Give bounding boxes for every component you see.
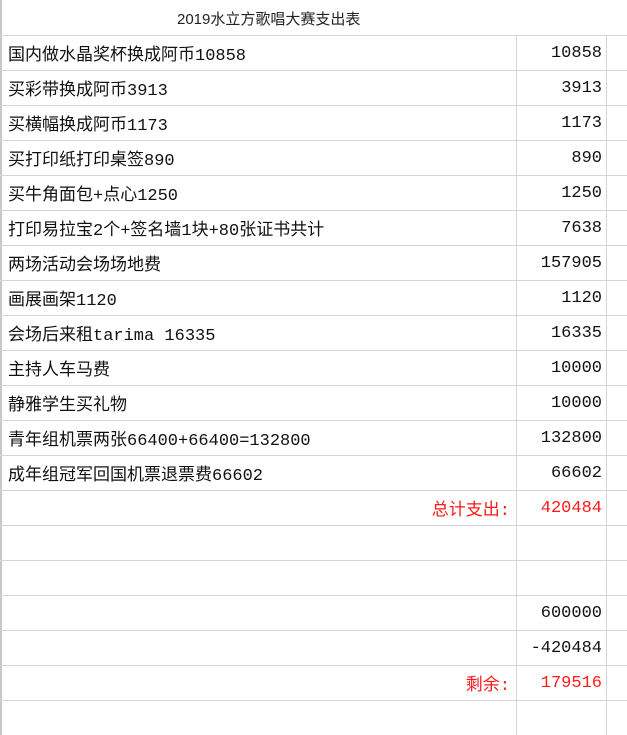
item-amount[interactable]: 1250 — [517, 176, 607, 210]
empty-cell[interactable] — [607, 491, 627, 525]
empty-cell[interactable] — [607, 386, 627, 420]
income-amount[interactable]: 600000 — [517, 596, 607, 630]
empty-cell[interactable] — [517, 561, 607, 595]
empty-cell[interactable] — [607, 561, 627, 595]
item-amount[interactable]: 3913 — [517, 71, 607, 105]
empty-cell[interactable] — [607, 526, 627, 560]
empty-cell[interactable] — [0, 526, 517, 560]
table-row[interactable]: 买横幅换成阿币1173 1173 — [0, 105, 627, 140]
total-label[interactable]: 总计支出: — [0, 491, 517, 525]
empty-cell[interactable] — [607, 666, 627, 700]
item-amount[interactable]: 1173 — [517, 106, 607, 140]
table-row[interactable]: 买打印纸打印桌签890 890 — [0, 140, 627, 175]
empty-cell[interactable] — [607, 36, 627, 70]
item-amount[interactable]: 16335 — [517, 316, 607, 350]
empty-row[interactable] — [0, 700, 627, 735]
item-amount[interactable]: 10000 — [517, 351, 607, 385]
empty-cell[interactable] — [607, 141, 627, 175]
item-label[interactable]: 国内做水晶奖杯换成阿币10858 — [0, 36, 517, 70]
item-label[interactable]: 买横幅换成阿币1173 — [0, 106, 517, 140]
empty-cell[interactable] — [607, 596, 627, 630]
table-row[interactable]: 青年组机票两张66400+66400=132800 132800 — [0, 420, 627, 455]
remaining-amount[interactable]: 179516 — [517, 666, 607, 700]
empty-cell[interactable] — [607, 281, 627, 315]
empty-cell[interactable] — [607, 631, 627, 665]
empty-cell[interactable] — [607, 106, 627, 140]
item-label[interactable]: 两场活动会场场地费 — [0, 246, 517, 280]
item-label[interactable]: 静雅学生买礼物 — [0, 386, 517, 420]
empty-cell[interactable] — [607, 316, 627, 350]
total-amount[interactable]: 420484 — [517, 491, 607, 525]
empty-cell[interactable] — [517, 526, 607, 560]
table-row[interactable]: 成年组冠军回国机票退票费66602 66602 — [0, 455, 627, 490]
item-amount[interactable]: 1120 — [517, 281, 607, 315]
item-label[interactable]: 打印易拉宝2个+签名墙1块+80张证书共计 — [0, 211, 517, 245]
item-label[interactable]: 画展画架1120 — [0, 281, 517, 315]
table-row[interactable]: 画展画架1120 1120 — [0, 280, 627, 315]
item-label[interactable]: 主持人车马费 — [0, 351, 517, 385]
item-label[interactable]: 青年组机票两张66400+66400=132800 — [0, 421, 517, 455]
remaining-label[interactable]: 剩余: — [0, 666, 517, 700]
item-label[interactable]: 买打印纸打印桌签890 — [0, 141, 517, 175]
table-row[interactable]: 国内做水晶奖杯换成阿币10858 10858 — [0, 35, 627, 70]
empty-cell[interactable] — [607, 701, 627, 735]
sheet-title: 2019水立方歌唱大赛支出表 — [177, 11, 361, 28]
item-amount[interactable]: 132800 — [517, 421, 607, 455]
empty-cell[interactable] — [0, 631, 517, 665]
item-amount[interactable]: 10000 — [517, 386, 607, 420]
empty-cell[interactable] — [607, 351, 627, 385]
minus-row[interactable]: -420484 — [0, 630, 627, 665]
table-row[interactable]: 静雅学生买礼物 10000 — [0, 385, 627, 420]
remaining-row[interactable]: 剩余: 179516 — [0, 665, 627, 700]
total-row[interactable]: 总计支出: 420484 — [0, 490, 627, 525]
spreadsheet-grid: 国内做水晶奖杯换成阿币10858 10858 买彩带换成阿币3913 3913 买横… — [0, 35, 627, 735]
item-label[interactable]: 成年组冠军回国机票退票费66602 — [0, 456, 517, 490]
table-row[interactable]: 主持人车马费 10000 — [0, 350, 627, 385]
empty-cell[interactable] — [607, 456, 627, 490]
table-row[interactable]: 买牛角面包+点心1250 1250 — [0, 175, 627, 210]
item-label[interactable]: 会场后来租tarima 16335 — [0, 316, 517, 350]
table-row[interactable]: 买彩带换成阿币3913 3913 — [0, 70, 627, 105]
empty-cell[interactable] — [0, 561, 517, 595]
table-row[interactable]: 打印易拉宝2个+签名墙1块+80张证书共计 7638 — [0, 210, 627, 245]
empty-cell[interactable] — [607, 71, 627, 105]
item-label[interactable]: 买彩带换成阿币3913 — [0, 71, 517, 105]
empty-cell[interactable] — [0, 701, 517, 735]
empty-cell[interactable] — [517, 701, 607, 735]
empty-cell[interactable] — [607, 211, 627, 245]
income-row[interactable]: 600000 — [0, 595, 627, 630]
minus-amount[interactable]: -420484 — [517, 631, 607, 665]
empty-row[interactable] — [0, 560, 627, 595]
empty-cell[interactable] — [607, 176, 627, 210]
item-amount[interactable]: 157905 — [517, 246, 607, 280]
table-row[interactable]: 会场后来租tarima 16335 16335 — [0, 315, 627, 350]
sheet-title-row[interactable]: 2019水立方歌唱大赛支出表 — [0, 0, 627, 35]
item-label[interactable]: 买牛角面包+点心1250 — [0, 176, 517, 210]
item-amount[interactable]: 66602 — [517, 456, 607, 490]
item-amount[interactable]: 7638 — [517, 211, 607, 245]
empty-cell[interactable] — [0, 596, 517, 630]
table-row[interactable]: 两场活动会场场地费 157905 — [0, 245, 627, 280]
item-amount[interactable]: 890 — [517, 141, 607, 175]
empty-cell[interactable] — [607, 421, 627, 455]
item-amount[interactable]: 10858 — [517, 36, 607, 70]
empty-cell[interactable] — [607, 246, 627, 280]
empty-row[interactable] — [0, 525, 627, 560]
